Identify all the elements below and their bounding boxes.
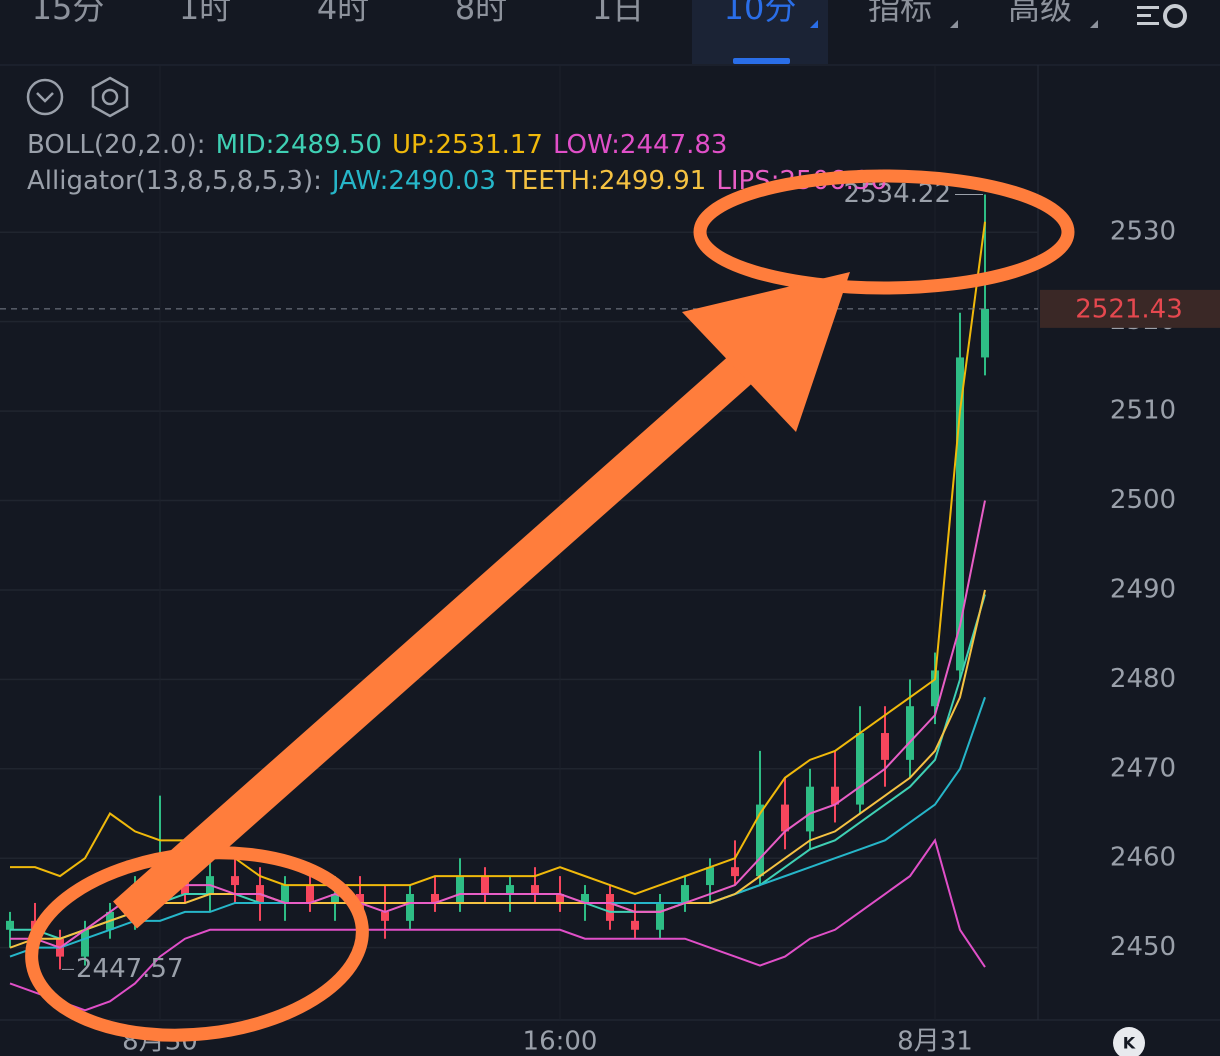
settings-icon[interactable] <box>91 76 129 118</box>
scroll-icon: K <box>1123 1034 1136 1053</box>
y-tick-label: 2460 <box>1110 843 1176 873</box>
low-label: 2447.57 <box>76 954 184 984</box>
legend-entry: JAW:2490.03 <box>330 166 496 196</box>
legend-entry: Alligator(13,8,5,8,5,3): <box>27 166 322 196</box>
candle-body <box>831 786 839 805</box>
indicator-line <box>9 838 986 1012</box>
tab[interactable]: 4时 <box>317 0 369 27</box>
y-tick-label: 2480 <box>1110 664 1176 694</box>
candle-body <box>381 911 389 921</box>
legend-entry: BOLL(20,2.0): <box>27 130 206 160</box>
legend: BOLL(20,2.0): MID:2489.50 UP:2531.17 LOW:24… <box>27 130 887 196</box>
candle-body <box>806 786 814 832</box>
y-tick-label: 2470 <box>1110 753 1176 783</box>
tab-caret <box>950 20 958 28</box>
tab[interactable]: 15分 <box>32 0 105 27</box>
candle-body <box>981 308 989 358</box>
candle-body <box>656 902 664 930</box>
candle-body <box>731 867 739 877</box>
tab[interactable]: 指标 <box>868 0 932 27</box>
candle-body <box>531 885 539 895</box>
candle-body <box>756 804 764 877</box>
active-tab-bg <box>692 0 828 64</box>
scroll-end-button[interactable] <box>1113 1027 1145 1056</box>
tab[interactable]: 高级 <box>1008 0 1072 27</box>
arrow-shaft <box>113 356 752 929</box>
price-box <box>1040 289 1220 328</box>
candle-body <box>6 920 14 930</box>
tab[interactable]: 1日 <box>592 0 644 27</box>
collapse-icon[interactable] <box>26 78 64 116</box>
settings-dot <box>101 88 119 106</box>
candle-body <box>306 885 314 903</box>
y-tick-label: 2490 <box>1110 574 1176 604</box>
icon-bar <box>1137 6 1159 9</box>
y-tick-label: 2500 <box>1110 485 1176 515</box>
chevron <box>36 92 54 103</box>
candle-body <box>956 357 964 671</box>
candle-body <box>581 894 589 903</box>
tab[interactable]: 1时 <box>179 0 231 27</box>
indicator-legend: BOLL(20,2.0): MID:2489.50 UP:2531.17 LOW:24… <box>27 130 727 160</box>
icon-bar <box>1137 14 1151 17</box>
candle-body <box>81 929 89 957</box>
candle-body <box>456 876 464 903</box>
candle-body <box>931 670 939 707</box>
price-label: 2521.43 <box>1075 294 1183 324</box>
tab[interactable]: 10分 <box>724 0 797 27</box>
candle-body <box>606 894 614 921</box>
candle-body <box>481 876 489 895</box>
y-tick-label: 2450 <box>1110 932 1176 962</box>
x-tick-label: 16:00 <box>523 1027 598 1056</box>
x-tick-label: 8月31 <box>897 1027 973 1056</box>
plot: 2450246024702480249025002510252025308月30… <box>0 65 1220 1056</box>
indicator-line <box>10 221 986 896</box>
candle-body <box>281 885 289 903</box>
tool-icons <box>26 76 129 118</box>
legend-entry: LOW:2447.83 <box>553 130 727 160</box>
candle-body <box>781 804 789 832</box>
candle-body <box>881 733 889 760</box>
tab-caret <box>1090 20 1098 28</box>
candle-body <box>631 920 639 930</box>
legend-entry: TEETH:2499.91 <box>505 166 706 196</box>
icon-bar <box>1137 22 1159 25</box>
arrow-head <box>682 272 850 432</box>
tab[interactable]: 8时 <box>455 0 507 27</box>
candle-body <box>331 894 339 903</box>
candle-body <box>556 894 564 903</box>
candle-body <box>431 894 439 903</box>
candle-body <box>406 894 414 921</box>
indicator-line <box>9 589 986 949</box>
candle-body <box>856 733 864 805</box>
candle-body <box>231 876 239 886</box>
tab-caret <box>810 20 818 28</box>
candle-body <box>706 867 714 886</box>
legend-entry: MID:2489.50 <box>216 130 382 160</box>
candle-body <box>906 706 914 760</box>
y-tick-label: 2530 <box>1110 217 1176 247</box>
active-tab-underline <box>733 58 790 64</box>
highlight-ellipse <box>693 169 1075 295</box>
y-tick-label: 2510 <box>1110 396 1176 426</box>
annotations <box>25 169 1075 1042</box>
icon-gear <box>1163 4 1187 28</box>
candle-body <box>681 885 689 903</box>
tab-bar: 15分 1时 4时 8时 1日 10分 指标 高级 <box>32 0 1187 64</box>
candle-body <box>506 885 514 895</box>
legend-entry: UP:2531.17 <box>392 130 543 160</box>
